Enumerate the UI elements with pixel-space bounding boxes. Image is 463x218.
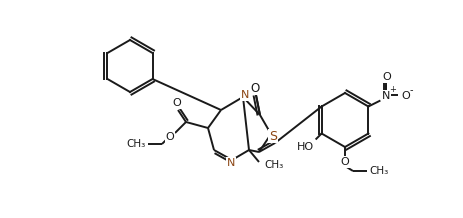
Text: N: N <box>240 90 249 100</box>
Text: O: O <box>172 98 181 108</box>
Text: S: S <box>269 129 276 143</box>
Text: -: - <box>409 85 412 95</box>
Text: +: + <box>388 85 395 94</box>
Text: CH₃: CH₃ <box>126 139 146 149</box>
Text: O: O <box>340 157 349 167</box>
Text: CH₃: CH₃ <box>368 166 388 176</box>
Text: O: O <box>381 72 390 82</box>
Text: HO: HO <box>296 141 313 152</box>
Text: N: N <box>382 90 390 100</box>
Text: O: O <box>250 82 259 94</box>
Text: N: N <box>226 158 235 168</box>
Text: CH₃: CH₃ <box>263 160 282 170</box>
Text: O: O <box>400 90 409 100</box>
Text: O: O <box>165 132 174 142</box>
